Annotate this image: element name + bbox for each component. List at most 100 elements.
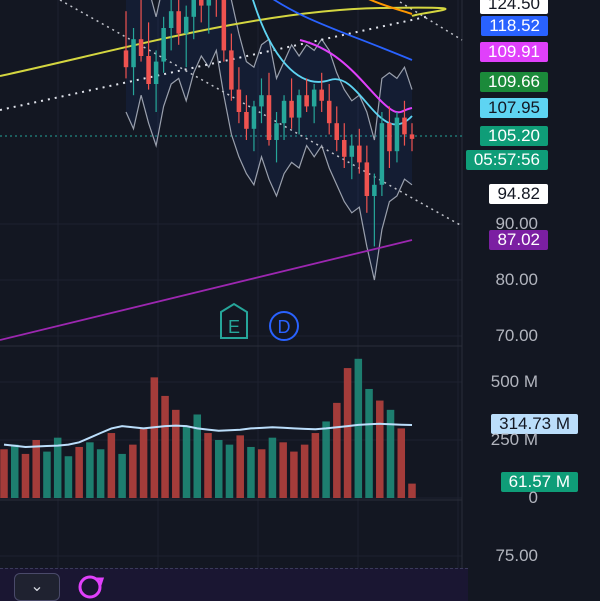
dividend-icon (269, 311, 299, 341)
candle-body (161, 28, 166, 62)
price-badge: 105.20 (480, 126, 548, 146)
volume-bar (322, 421, 330, 498)
price-badge: 87.02 (489, 230, 548, 250)
candle-body (244, 112, 249, 129)
volume-bar (193, 414, 202, 498)
volume-bar (290, 451, 298, 498)
candle-body (266, 95, 272, 140)
candle-body (394, 117, 400, 152)
candle-body (379, 123, 385, 185)
volume-bar (225, 444, 234, 498)
volume-bar (343, 368, 352, 498)
candle-body (259, 95, 264, 107)
candle-body (281, 100, 287, 124)
candle-body (183, 16, 189, 34)
candle-body (304, 95, 309, 107)
candle-body (229, 50, 234, 90)
volume-bar (236, 435, 244, 498)
axis-tick-label: 250 M (490, 430, 538, 449)
pane-dividers (0, 135, 462, 501)
price-badge: 124.50 (480, 0, 548, 14)
candle-body (138, 39, 144, 56)
axis-tick-label: 75.00 (495, 546, 538, 565)
ma-blue-line (272, 0, 413, 61)
volume-bar (311, 433, 320, 498)
candle-body (409, 134, 415, 139)
price-badge: 94.82 (489, 184, 548, 204)
volume-bar (354, 358, 363, 498)
candle-body (402, 117, 407, 135)
volume-bar (386, 409, 395, 498)
collapse-button[interactable]: ⌄ (14, 573, 60, 601)
refresh-icon[interactable] (70, 569, 130, 601)
volume-bar (0, 449, 8, 498)
event-marker-e[interactable]: E (220, 302, 248, 339)
price-badge: 107.95 (480, 98, 548, 118)
ma-long-line (0, 239, 413, 341)
volume-bar (279, 442, 287, 498)
chevron-down-icon: ⌄ (30, 578, 44, 595)
volume-bar (247, 446, 255, 498)
volume-badge: 61.57 M (500, 472, 578, 492)
volume-bar (257, 449, 266, 498)
candle-body (311, 89, 317, 107)
candle-body (349, 145, 355, 157)
volume-bar (365, 388, 373, 498)
candle-body (191, 0, 196, 17)
candle-body (326, 100, 332, 124)
volume-bar (10, 444, 19, 498)
volume-bar (129, 444, 137, 498)
candle-body (206, 0, 212, 6)
candle-body (296, 95, 302, 118)
volume-badge: 314.73 M (491, 414, 578, 434)
volume-bar (161, 395, 169, 498)
volume-bar (172, 409, 180, 498)
candle-body (123, 50, 129, 68)
candle-body (168, 11, 174, 28)
candle-body (176, 11, 181, 34)
volume-bar (268, 437, 277, 498)
candle-body (199, 0, 204, 6)
candle-body (357, 145, 362, 163)
axis-tick-label: 80.00 (495, 270, 538, 289)
oscillator-pane-strip: ⌄ (0, 568, 468, 601)
ma-200-line (0, 6, 447, 77)
volume-bar (86, 442, 94, 498)
ma-magenta-line (299, 39, 413, 114)
candle-body (372, 184, 377, 196)
event-marker-d[interactable]: D (269, 311, 299, 341)
volume-bar (107, 433, 116, 498)
volume-bar (408, 483, 416, 498)
volume-bar (118, 453, 126, 498)
volume-bar (397, 428, 406, 498)
event-label: E (228, 317, 240, 337)
event-label: D (278, 317, 291, 337)
volume-bar (75, 446, 83, 498)
price-badge: 118.52 (481, 16, 548, 36)
volume-bar (150, 377, 159, 498)
candle-body (364, 162, 370, 196)
volume-bar (376, 400, 384, 498)
axis-tick-label: 0 (528, 488, 538, 507)
trendline-lower (59, 0, 463, 227)
volume-bar (32, 440, 40, 498)
axis-tick-label: 90.00 (495, 214, 538, 233)
price-badge: 109.66 (480, 72, 548, 92)
candle-body (274, 123, 279, 140)
volume-bars (0, 358, 416, 498)
candle-body (153, 61, 159, 84)
earnings-icon (220, 302, 248, 339)
volume-bar (53, 437, 62, 498)
volume-bar (96, 449, 105, 498)
bollinger-lower (125, 48, 413, 281)
candle-body (251, 106, 257, 129)
candle-body (131, 39, 136, 68)
volume-bar (300, 444, 309, 498)
volume-average-line (3, 422, 413, 449)
volume-bar (139, 428, 148, 498)
axis-tick-label: 500 M (490, 372, 538, 391)
volume-bar (43, 451, 51, 498)
